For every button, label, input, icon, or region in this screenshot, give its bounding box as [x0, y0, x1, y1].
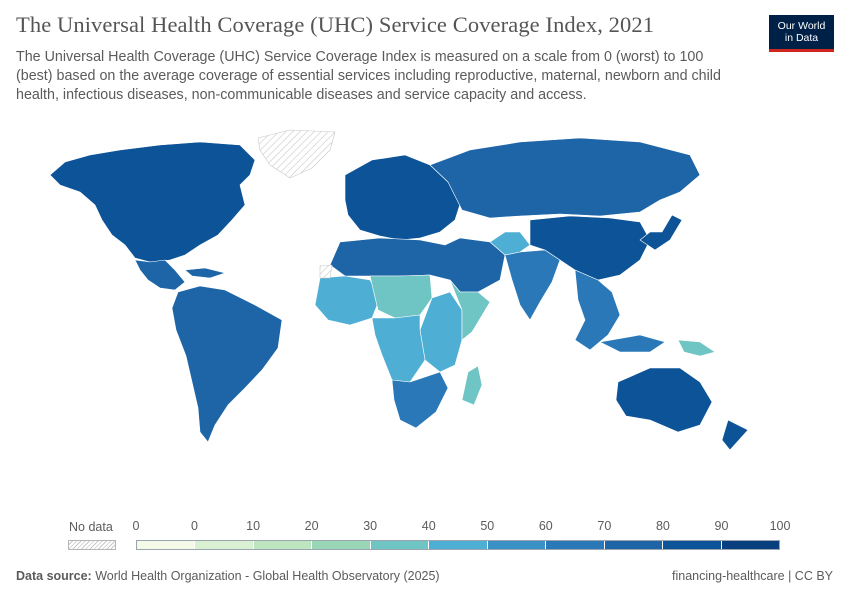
- region-west-africa[interactable]: [314, 275, 381, 326]
- legend-bin-7[interactable]: [546, 541, 605, 549]
- logo-line-2: in Data: [784, 32, 819, 44]
- region-europe[interactable]: [344, 154, 463, 241]
- region-southern-africa[interactable]: [391, 371, 449, 429]
- legend-tick-label: 0: [191, 519, 199, 533]
- region-madagascar[interactable]: [461, 365, 483, 406]
- legend-tick-label: 60: [538, 519, 553, 533]
- region-japan-korea[interactable]: [639, 214, 683, 251]
- legend-tick-label: 80: [655, 519, 670, 533]
- region-southeast-asia[interactable]: [574, 269, 666, 353]
- region-russia[interactable]: [429, 137, 701, 219]
- region-greenland-no-data[interactable]: [257, 129, 336, 179]
- region-sahel[interactable]: [369, 274, 433, 319]
- legend-bin-1[interactable]: [195, 541, 254, 549]
- logo-line-1: Our World: [777, 20, 826, 32]
- region-western-sahara-no-data[interactable]: [319, 264, 333, 279]
- legend-bin-0[interactable]: [137, 541, 196, 549]
- legend-color-scale: [136, 540, 780, 550]
- legend-tick-label: 20: [304, 519, 319, 533]
- legend-bin-3[interactable]: [312, 541, 371, 549]
- legend-tick-label: 90: [714, 519, 729, 533]
- legend-tick-label: 0: [132, 519, 140, 533]
- credit-text[interactable]: financing-healthcare | CC BY: [672, 569, 833, 583]
- region-china-mongolia[interactable]: [529, 215, 651, 281]
- data-source-link[interactable]: World Health Organization - Global Healt…: [95, 569, 440, 583]
- chart-subtitle: The Universal Health Coverage (UHC) Serv…: [16, 49, 721, 103]
- legend-tick-label: 50: [480, 519, 495, 533]
- region-papua-new-guinea[interactable]: [677, 339, 716, 357]
- legend-tick-label: 70: [597, 519, 612, 533]
- data-source: Data source: World Health Organization -…: [16, 569, 440, 583]
- chart-title: The Universal Health Coverage (UHC) Serv…: [16, 12, 655, 37]
- legend-tick-label: 100: [769, 519, 791, 533]
- legend-bin-2[interactable]: [253, 541, 313, 549]
- legend-tick-label: 30: [363, 519, 378, 533]
- legend: No data 0 0 10 20 30 40 50 60 70 80 90 100: [0, 512, 850, 552]
- legend-tick-label: 10: [246, 519, 261, 533]
- legend-bin-5[interactable]: [429, 541, 488, 549]
- data-source-label: Data source:: [16, 569, 92, 583]
- region-australia-new-zealand[interactable]: [615, 367, 749, 450]
- legend-no-data-swatch[interactable]: [68, 540, 116, 550]
- legend-bin-8[interactable]: [604, 541, 664, 549]
- legend-bin-4[interactable]: [370, 541, 430, 549]
- region-south-asia[interactable]: [504, 249, 561, 321]
- world-map[interactable]: [0, 120, 850, 450]
- region-central-america-caribbean[interactable]: [134, 259, 226, 291]
- legend-bin-6[interactable]: [487, 541, 547, 549]
- owid-logo[interactable]: Our World in Data: [769, 15, 834, 52]
- region-central-africa[interactable]: [371, 314, 426, 383]
- region-south-america[interactable]: [171, 285, 283, 443]
- legend-bin-9[interactable]: [663, 541, 722, 549]
- legend-bin-10[interactable]: [721, 541, 779, 549]
- legend-tick-label: 40: [421, 519, 436, 533]
- region-horn-of-africa[interactable]: [449, 279, 491, 341]
- region-north-america[interactable]: [49, 141, 256, 263]
- legend-no-data-label: No data: [69, 520, 113, 534]
